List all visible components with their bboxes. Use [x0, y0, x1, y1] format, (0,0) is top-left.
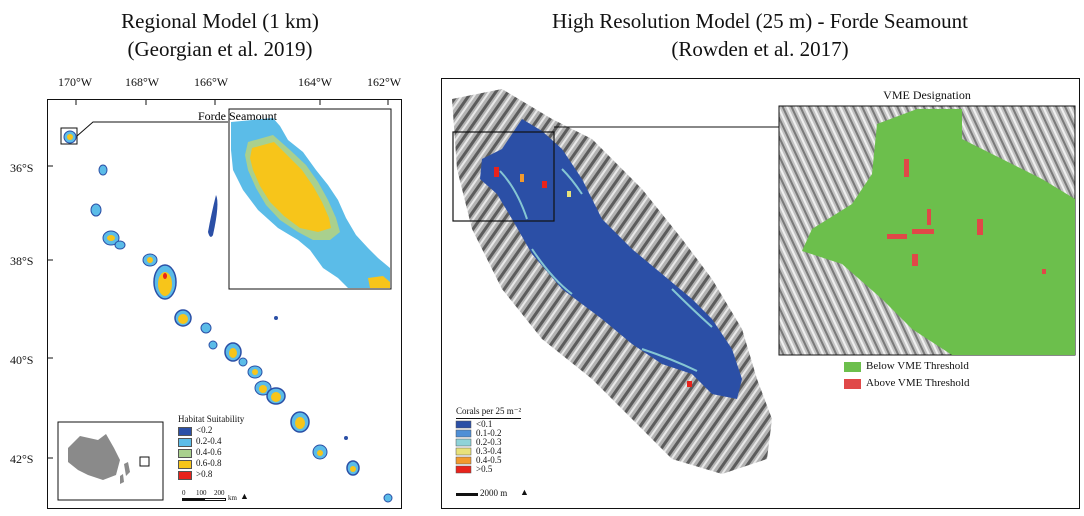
left-scalebar: 0 100 200 km ▲: [182, 489, 282, 505]
lon-tick-162w: 162°W: [367, 75, 402, 89]
scalebar-unit: km: [228, 494, 237, 502]
vme-inset-title: VME Designation: [883, 88, 971, 102]
north-arrow-icon: ▲: [240, 491, 249, 501]
habitat-label-1: <0.2: [196, 425, 213, 435]
scalebar-label-100: 100: [196, 489, 207, 497]
coral-hotspots: [494, 167, 692, 387]
forde-inset: Forde Seamount: [198, 108, 392, 290]
lat-tick-38s: 38°S: [10, 254, 34, 268]
habitat-swatch-3: [178, 449, 192, 458]
coral-label-6: >0.5: [476, 464, 493, 474]
coral-legend-swatches: [455, 420, 472, 474]
lon-tick-164w: 164°W: [298, 75, 333, 89]
coral-label-3: 0.2-0.3: [476, 437, 502, 447]
regional-map: Forde Seamount: [48, 100, 393, 503]
map-tick-marks: [48, 100, 389, 459]
habitat-swatch-5: [178, 471, 192, 480]
coral-legend-title: Corals per 25 m⁻²: [456, 406, 522, 419]
right-title-line2: (Rowden et al. 2017): [671, 37, 849, 61]
coral-label-4: 0.3-0.4: [476, 446, 502, 456]
vme-label-below: Below VME Threshold: [866, 360, 969, 372]
habitat-swatch-4: [178, 460, 192, 469]
habitat-label-5: >0.8: [196, 469, 213, 479]
vme-swatch-below: [844, 362, 861, 372]
habitat-label-3: 0.4-0.6: [196, 447, 222, 457]
habitat-swatch-2: [178, 438, 192, 447]
left-title-line1: Regional Model (1 km): [121, 9, 319, 33]
vme-locator-box: [452, 131, 555, 222]
coral-highlights: [499, 168, 713, 372]
right-scalebar: [456, 493, 478, 496]
coral-label-2: 0.1-0.2: [476, 428, 502, 438]
scalebar-label-200: 200: [214, 489, 225, 497]
highres-map: [452, 89, 1076, 496]
vme-label-above: Above VME Threshold: [866, 377, 970, 389]
habitat-swatch-1: [178, 427, 192, 436]
coral-label-1: <0.1: [476, 419, 493, 429]
seamount-model-area: [480, 119, 742, 399]
habitat-label-2: 0.2-0.4: [196, 436, 222, 446]
lat-tick-36s: 36°S: [10, 161, 34, 175]
highres-map-frame: VME Designation Below VME Threshold Abov…: [441, 78, 1080, 509]
vme-swatch-above: [844, 379, 861, 389]
north-arrow-icon: ▲: [520, 487, 529, 497]
coral-label-5: 0.4-0.5: [476, 455, 502, 465]
habitat-legend-title: Habitat Suitability: [178, 414, 245, 424]
lat-tick-42s: 42°S: [10, 452, 34, 466]
habitat-legend-bg: [173, 412, 257, 482]
habitat-label-4: 0.6-0.8: [196, 458, 222, 468]
right-scalebar-label: 2000 m: [480, 488, 508, 498]
seamount-chain: [63, 130, 393, 503]
inset-label: Forde Seamount: [198, 109, 278, 123]
regional-map-frame: Forde Seamount Habitat Suitability <0.2 …: [47, 99, 402, 509]
forde-leader-line: [76, 121, 228, 137]
right-title-line1: High Resolution Model (25 m) - Forde Sea…: [552, 9, 968, 33]
locator-map: [57, 421, 164, 501]
left-title-line2: (Georgian et al. 2019): [127, 37, 313, 61]
lat-tick-40s: 40°S: [10, 353, 34, 367]
vme-inset: [778, 105, 1076, 356]
lon-tick-170w: 170°W: [58, 75, 93, 89]
lon-tick-166w: 166°W: [194, 75, 229, 89]
lon-tick-168w: 168°W: [125, 75, 160, 89]
scalebar-label-0: 0: [182, 489, 186, 497]
